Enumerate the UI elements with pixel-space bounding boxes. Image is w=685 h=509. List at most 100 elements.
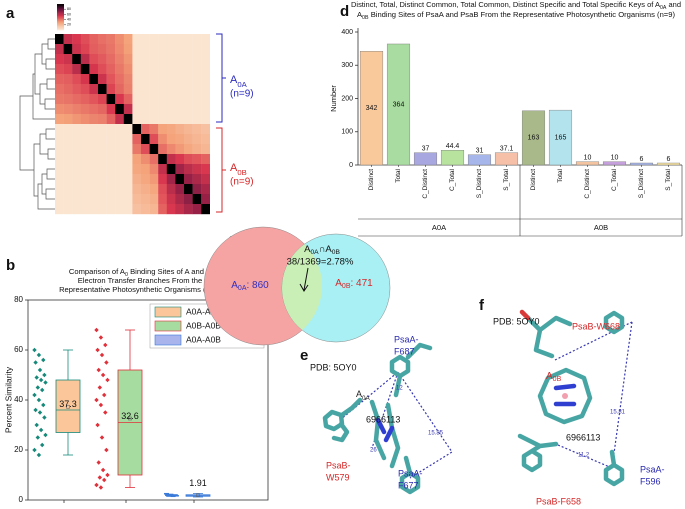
text-run: A <box>357 10 362 19</box>
heatmap-cell <box>158 34 167 45</box>
heatmap-cell <box>115 204 124 215</box>
group-label: A0B <box>594 223 608 232</box>
heatmap-cell <box>106 34 116 45</box>
heatmap-cell <box>149 194 159 205</box>
heatmap-cell <box>141 34 150 45</box>
heatmap-cell <box>123 44 133 55</box>
text-run: A <box>304 244 311 255</box>
heatmap-cell <box>201 124 210 135</box>
heatmap-cell <box>98 64 107 75</box>
heatmap-cell <box>72 164 81 175</box>
heatmap-cell <box>72 134 81 145</box>
text-run: A <box>230 74 238 86</box>
heatmap-cell <box>123 164 133 175</box>
heatmap-cell <box>123 84 133 95</box>
pdb-label: PDB: 5OY0 <box>310 362 357 372</box>
heatmap-cell <box>123 94 133 105</box>
heatmap-cell <box>192 54 202 65</box>
subscript: 0A <box>238 285 247 292</box>
data-label: 37 <box>422 146 430 153</box>
heatmap-cell <box>89 44 99 55</box>
bar <box>656 162 681 166</box>
heatmap-cell <box>98 124 107 135</box>
venn-label: A0B: 471 <box>335 278 373 291</box>
heatmap-cell <box>184 124 193 135</box>
colorbar-step <box>57 26 64 28</box>
heatmap-cell <box>141 164 150 175</box>
colorbar-step <box>57 18 64 20</box>
heatmap-cell <box>166 114 176 125</box>
heatmap-cell <box>63 74 73 85</box>
text-run: : 471 <box>350 278 373 289</box>
chart-title: Representative Photosynthetic Organisms … <box>59 285 221 294</box>
heatmap-cell <box>55 204 64 215</box>
heatmap-cell <box>201 134 210 145</box>
heatmap-cell <box>98 134 107 145</box>
data-point <box>34 375 39 380</box>
heatmap-cell <box>175 114 185 125</box>
heatmap-cell <box>141 194 150 205</box>
heatmap-cell <box>158 44 167 55</box>
heatmap-cell <box>89 114 99 125</box>
heatmap-cell <box>80 34 90 45</box>
heatmap-cell <box>63 114 73 125</box>
heatmap-cell <box>115 94 124 105</box>
chart-title: Electron Transfer Branches From the <box>78 276 203 285</box>
heatmap-cell <box>89 94 99 105</box>
heatmap-cell <box>141 104 150 115</box>
residue <box>389 342 433 398</box>
data-label: 364 <box>393 101 405 108</box>
legend-label: A0B-A0B <box>186 320 221 330</box>
heatmap-cell <box>175 164 185 175</box>
group-n: (n=9) <box>230 89 254 100</box>
x-tick-label: Distinct <box>368 169 375 191</box>
group-label: A0B <box>230 162 247 177</box>
heatmap-cell <box>192 104 202 115</box>
x-tick-label: C_Distinct <box>422 169 429 199</box>
heatmap-cell <box>192 64 202 75</box>
data-point <box>166 495 172 497</box>
heatmap-cell <box>89 144 99 155</box>
heatmap-cell <box>63 94 73 105</box>
mean-label: 32.6 <box>121 411 139 421</box>
subscript: 0B <box>332 249 341 256</box>
data-label: 31 <box>476 148 484 155</box>
data-label: 6 <box>667 156 671 163</box>
heatmap-cell <box>184 94 193 105</box>
text-run: A <box>230 162 238 174</box>
heatmap-cell <box>72 104 81 115</box>
heatmap-cell <box>72 124 81 135</box>
heatmap-cell <box>98 194 107 205</box>
heatmap-cell <box>55 94 64 105</box>
heatmap-cell <box>158 54 167 65</box>
heatmap-cell <box>123 34 133 45</box>
heatmap-cell <box>89 34 99 45</box>
text-run: A <box>546 371 553 382</box>
heatmap-cell <box>123 144 133 155</box>
colorbar-tick-label: 80 <box>67 7 71 11</box>
heatmap-cell <box>158 154 167 165</box>
heatmap-cell <box>192 94 202 105</box>
bar <box>494 152 519 166</box>
heatmap-cell <box>123 54 133 65</box>
heatmap-cell <box>158 194 167 205</box>
heatmap-cell <box>98 44 107 55</box>
heatmap-cell <box>184 104 193 115</box>
heatmap-cell <box>80 54 90 65</box>
heatmap-cell <box>89 64 99 75</box>
colorbar-tick-label: 40 <box>67 18 71 22</box>
structure-label: 6966113 <box>566 432 600 442</box>
heatmap-cell <box>80 114 90 125</box>
heatmap-cell <box>132 174 142 185</box>
panel-label: a <box>6 5 15 22</box>
heatmap-cell <box>158 74 167 85</box>
heatmap-cell <box>184 144 193 155</box>
venn-intersection <box>282 234 322 342</box>
heatmap-cell <box>166 64 176 75</box>
structure-label: PsaA- <box>640 464 665 474</box>
structure-label: PsaB-W668 <box>572 321 620 331</box>
text-run: and <box>666 0 681 9</box>
heatmap-cell <box>63 124 73 135</box>
heatmap-cell <box>132 64 142 75</box>
x-tick-label: S_Distinct <box>476 169 483 198</box>
